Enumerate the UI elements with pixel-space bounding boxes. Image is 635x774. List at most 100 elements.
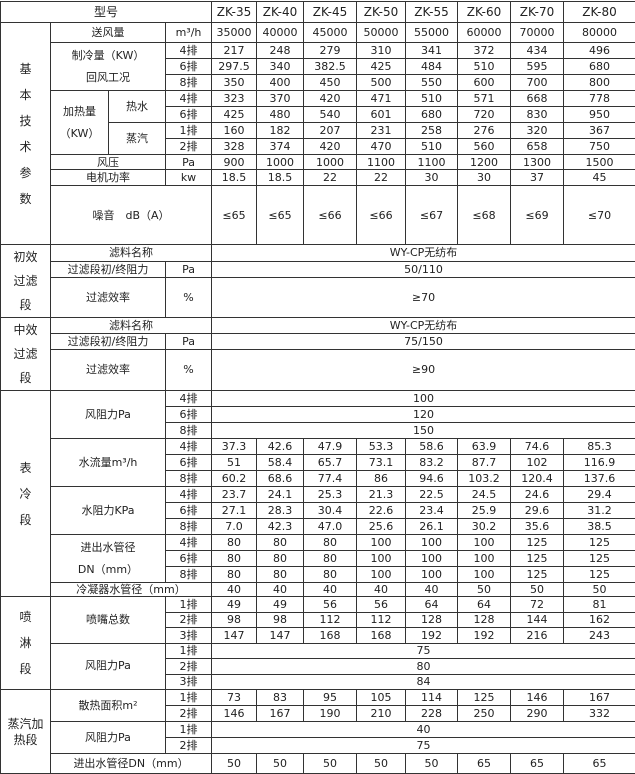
value-cell: 50000 [357, 23, 406, 43]
value-cell: 100 [458, 567, 511, 583]
row-count-label: 6排 [166, 551, 212, 567]
row-count-label: 1排 [166, 722, 212, 738]
model-header: ZK-50 [357, 2, 406, 23]
value-cell: 24.1 [257, 487, 304, 503]
value-cell: 182 [257, 123, 304, 139]
value-cell: 64 [458, 597, 511, 613]
value-cell: 434 [511, 43, 564, 59]
value-cell: 81 [564, 597, 635, 613]
value-cell: 216 [511, 628, 564, 644]
value-cell: 290 [511, 706, 564, 722]
value-cell: 23.7 [212, 487, 257, 503]
value-cell: 192 [406, 628, 458, 644]
merged-value-cell: 40 [212, 722, 635, 738]
value-cell: 25.9 [458, 503, 511, 519]
value-cell: 250 [458, 706, 511, 722]
value-cell: 1100 [357, 155, 406, 170]
value-cell: 35.6 [511, 519, 564, 535]
unit-label: m³/h [166, 23, 212, 43]
value-cell: 190 [304, 706, 357, 722]
row-count-label: 4排 [166, 43, 212, 59]
value-cell: 128 [458, 612, 511, 628]
value-cell: 37.3 [212, 439, 257, 455]
row-count-label: 1排 [166, 643, 212, 659]
row-count-label: 8排 [166, 75, 212, 91]
value-cell: 340 [257, 59, 304, 75]
table-row: 噪音 dB（A）≤65≤65≤66≤66≤67≤68≤69≤70 [1, 186, 635, 245]
value-cell: 125 [511, 535, 564, 551]
value-cell: 595 [511, 59, 564, 75]
row-label: 滤料名称 [51, 318, 212, 334]
merged-value-cell: 80 [212, 659, 635, 675]
value-cell: 40 [212, 583, 257, 597]
value-cell: 320 [511, 123, 564, 139]
value-cell: 147 [212, 628, 257, 644]
value-cell: 65 [511, 754, 564, 774]
row-group-label-line: 风阻力Pa [51, 655, 165, 677]
value-cell: 120.4 [511, 471, 564, 487]
value-cell: 22 [357, 170, 406, 186]
section-label: 中效过滤段 [1, 318, 51, 391]
value-cell: 374 [257, 139, 304, 155]
value-cell: 47.9 [304, 439, 357, 455]
value-cell: 560 [458, 139, 511, 155]
value-cell: 53.3 [357, 439, 406, 455]
value-cell: 26.1 [406, 519, 458, 535]
value-cell: 50 [357, 754, 406, 774]
value-cell: 50 [564, 583, 635, 597]
value-cell: 350 [212, 75, 257, 91]
value-cell: 38.5 [564, 519, 635, 535]
value-cell: 830 [511, 107, 564, 123]
value-cell: 87.7 [458, 455, 511, 471]
value-cell: 80000 [564, 23, 635, 43]
row-group-label-line: 水阻力KPa [51, 500, 165, 522]
row-count-label: 4排 [166, 391, 212, 407]
value-cell: 58.6 [406, 439, 458, 455]
value-cell: 1200 [458, 155, 511, 170]
value-cell: 146 [212, 706, 257, 722]
row-label: 进出水管径DN（mm） [51, 754, 212, 774]
value-cell: 25.6 [357, 519, 406, 535]
value-cell: 50 [257, 754, 304, 774]
value-cell: 100 [406, 567, 458, 583]
value-cell: 68.6 [257, 471, 304, 487]
value-cell: 1000 [304, 155, 357, 170]
row-count-label: 8排 [166, 471, 212, 487]
row-count-label: 6排 [166, 107, 212, 123]
value-cell: 328 [212, 139, 257, 155]
value-cell: 168 [304, 628, 357, 644]
row-group-label-line: （KW） [51, 123, 108, 145]
value-cell: 80 [304, 535, 357, 551]
value-cell: 146 [511, 690, 564, 706]
value-cell: 80 [257, 567, 304, 583]
row-count-label: 2排 [166, 612, 212, 628]
value-cell: 125 [511, 567, 564, 583]
row-group-label: 风阻力Pa [51, 391, 166, 439]
section-label-text: 表冷段 [19, 455, 33, 533]
row-count-label: 4排 [166, 487, 212, 503]
value-cell: 367 [564, 123, 635, 139]
value-cell: 125 [458, 690, 511, 706]
value-cell: 23.4 [406, 503, 458, 519]
value-cell: 310 [357, 43, 406, 59]
value-cell: 1500 [564, 155, 635, 170]
row-group-label-line: 风阻力Pa [51, 727, 165, 749]
value-cell: 382.5 [304, 59, 357, 75]
row-count-label: 8排 [166, 519, 212, 535]
value-cell: 420 [304, 139, 357, 155]
merged-value-cell: 50/110 [212, 261, 635, 278]
row-label: 过滤段初/终阻力 [51, 261, 166, 278]
value-cell: 116.9 [564, 455, 635, 471]
value-cell: 100 [357, 551, 406, 567]
row-count-label: 2排 [166, 738, 212, 754]
sub-label: 热水 [109, 91, 166, 123]
value-cell: 95 [304, 690, 357, 706]
value-cell: 80 [304, 567, 357, 583]
value-cell: 450 [304, 75, 357, 91]
